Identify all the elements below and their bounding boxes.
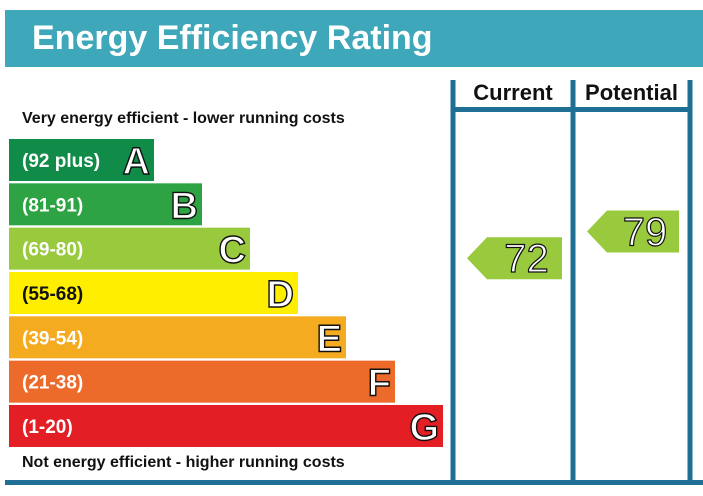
page-title: Energy Efficiency Rating: [32, 19, 433, 57]
band-letter-f: F: [368, 363, 391, 405]
band-bar-f: [9, 360, 395, 403]
band-range-label: (81-91): [22, 195, 83, 216]
caption-efficient: Very energy efficient - lower running co…: [22, 110, 345, 127]
band-range-label: (39-54): [22, 328, 83, 349]
band-range-label: (21-38): [22, 373, 83, 394]
band-letter-d: D: [267, 274, 294, 316]
band-letter-e: E: [317, 318, 342, 360]
band-letter-a: A: [123, 141, 150, 183]
band-bar-g: [9, 404, 443, 447]
band-bar-e: [9, 316, 346, 359]
rating-arrow-potential: [587, 210, 679, 253]
rating-value-potential: 79: [623, 210, 668, 254]
caption-inefficient: Not energy efficient - higher running co…: [22, 454, 345, 471]
band-range-label: (69-80): [22, 240, 83, 261]
rating-arrow-current: [467, 237, 562, 280]
band-bar-a: [9, 139, 154, 181]
frame-header-line: [450, 107, 693, 112]
column-header-potential: Potential: [585, 80, 678, 105]
frame-vertical-0: [450, 80, 456, 482]
frame-vertical-1: [570, 80, 576, 482]
band-range-label: (55-68): [22, 284, 83, 305]
rating-value-current: 72: [504, 237, 549, 281]
band-letter-c: C: [219, 230, 246, 272]
frame-vertical-2: [687, 80, 693, 482]
frame-bottom-line: [5, 480, 703, 485]
band-bar-d: [9, 271, 298, 314]
band-range-label: (1-20): [22, 417, 73, 438]
band-bar-b: [9, 183, 202, 226]
title-bar: Energy Efficiency Rating: [5, 10, 703, 67]
column-header-current: Current: [473, 80, 553, 105]
band-letter-b: B: [171, 185, 198, 227]
band-letter-g: G: [409, 407, 439, 449]
band-range-label: (92 plus): [22, 151, 100, 172]
band-bar-c: [9, 227, 250, 270]
